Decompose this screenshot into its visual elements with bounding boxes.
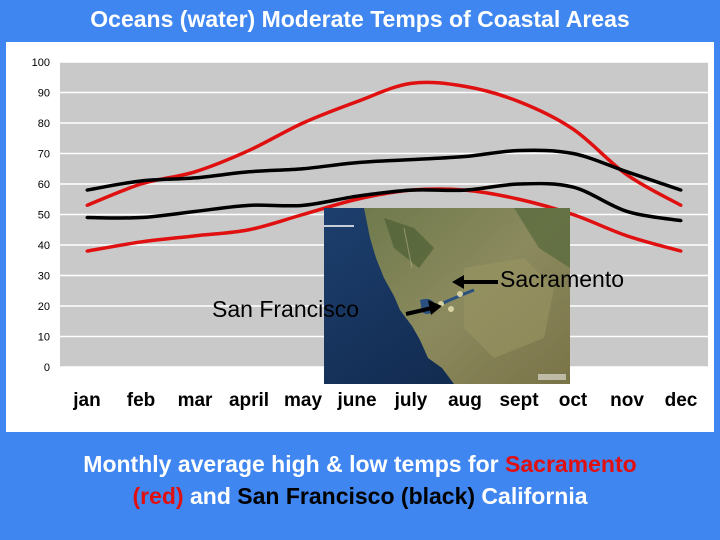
y-tick-label: 30 xyxy=(38,271,50,283)
data-point xyxy=(625,170,629,174)
data-point xyxy=(139,182,143,186)
y-tick-label: 90 xyxy=(38,88,50,100)
x-tick-label: sept xyxy=(499,390,539,411)
data-point xyxy=(193,234,197,238)
data-point xyxy=(517,197,521,201)
x-tick-label: july xyxy=(394,390,428,411)
x-tick-label: feb xyxy=(127,390,156,411)
x-tick-label: nov xyxy=(610,390,644,411)
series-line-sacramento-high xyxy=(86,80,682,207)
data-point xyxy=(139,216,143,220)
data-point xyxy=(679,249,683,253)
data-point xyxy=(85,249,89,253)
data-point xyxy=(301,203,305,207)
data-point xyxy=(355,197,359,201)
data-point xyxy=(85,203,89,207)
y-tick-label: 60 xyxy=(38,179,50,191)
data-point xyxy=(247,203,251,207)
data-point xyxy=(517,148,521,152)
data-point xyxy=(301,121,305,125)
caption-red: (red) xyxy=(132,483,184,509)
x-tick-label: oct xyxy=(559,390,588,411)
data-point xyxy=(463,188,467,192)
data-point xyxy=(571,185,575,189)
y-tick-label: 80 xyxy=(38,118,50,130)
data-point xyxy=(571,152,575,155)
data-point xyxy=(193,176,197,180)
slide-title: Oceans (water) Moderate Temps of Coastal… xyxy=(90,6,630,32)
series-line-san-francisco-high xyxy=(86,148,682,192)
data-point xyxy=(193,209,197,213)
data-point xyxy=(139,240,143,244)
data-point xyxy=(679,219,683,223)
data-point xyxy=(355,194,359,198)
data-point xyxy=(409,81,413,85)
x-tick-label: april xyxy=(229,390,269,411)
caption-text-1: Monthly average high & low temps for xyxy=(83,451,506,477)
data-point xyxy=(301,167,305,171)
data-point xyxy=(355,161,359,165)
data-point xyxy=(247,148,251,152)
sacramento-label: Sacramento xyxy=(500,266,625,292)
data-point xyxy=(139,179,143,183)
x-tick-label: mar xyxy=(178,390,213,411)
caption-and: and xyxy=(183,483,238,509)
y-tick-label: 0 xyxy=(44,362,50,374)
y-tick-label: 40 xyxy=(38,240,50,252)
caption-california: California xyxy=(475,483,588,509)
data-point xyxy=(409,158,413,162)
data-point xyxy=(679,203,683,207)
data-point xyxy=(355,100,359,104)
x-tick-label: may xyxy=(284,390,322,411)
series-line-san-francisco-low xyxy=(86,181,682,223)
satellite-map-image xyxy=(324,208,570,384)
data-point xyxy=(517,100,521,104)
caption-black: (black) xyxy=(400,483,476,509)
data-point xyxy=(193,170,197,174)
x-tick-label: jan xyxy=(72,390,100,411)
y-tick-label: 50 xyxy=(38,210,50,222)
y-tick-label: 10 xyxy=(38,332,50,344)
data-point xyxy=(679,188,683,192)
san-francisco-label: San Francisco xyxy=(212,296,360,322)
y-tick-label: 20 xyxy=(38,301,50,313)
y-tick-label: 100 xyxy=(32,57,50,69)
x-tick-label: dec xyxy=(665,390,698,411)
data-point xyxy=(409,188,413,192)
data-point xyxy=(463,84,467,88)
data-point xyxy=(571,213,575,216)
data-point xyxy=(463,155,467,159)
data-point xyxy=(625,234,629,238)
data-point xyxy=(625,209,629,213)
data-point xyxy=(571,127,575,131)
data-point xyxy=(85,188,89,192)
y-tick-label: 70 xyxy=(38,149,50,161)
x-tick-label: aug xyxy=(448,390,482,411)
data-point xyxy=(517,182,521,186)
california-map-inset xyxy=(324,208,570,384)
data-point xyxy=(85,216,89,220)
data-point xyxy=(247,228,251,232)
data-point xyxy=(625,173,629,177)
x-tick-label: june xyxy=(336,390,376,411)
caption-san-francisco: San Francisco xyxy=(237,483,395,509)
data-point xyxy=(247,170,251,174)
caption-sacramento: Sacramento xyxy=(505,451,637,477)
data-point xyxy=(301,213,305,216)
chart-caption: Monthly average high & low temps for Sac… xyxy=(0,448,720,512)
